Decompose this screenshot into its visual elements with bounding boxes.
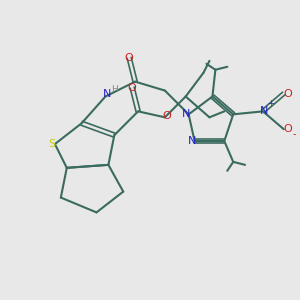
Text: H: H (112, 85, 118, 94)
Text: O: O (162, 111, 171, 121)
Text: O: O (125, 53, 134, 63)
Text: O: O (284, 88, 292, 98)
Text: O: O (284, 124, 292, 134)
Text: N: N (260, 106, 269, 116)
Text: N: N (188, 136, 196, 146)
Text: N: N (103, 88, 111, 98)
Text: -: - (292, 129, 296, 139)
Text: O: O (128, 82, 136, 93)
Text: +: + (267, 99, 274, 108)
Text: S: S (48, 139, 56, 149)
Text: N: N (182, 109, 190, 119)
